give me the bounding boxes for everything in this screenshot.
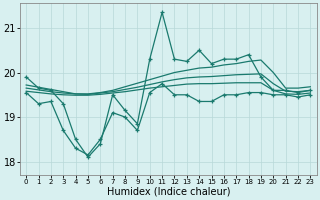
X-axis label: Humidex (Indice chaleur): Humidex (Indice chaleur)	[107, 187, 230, 197]
